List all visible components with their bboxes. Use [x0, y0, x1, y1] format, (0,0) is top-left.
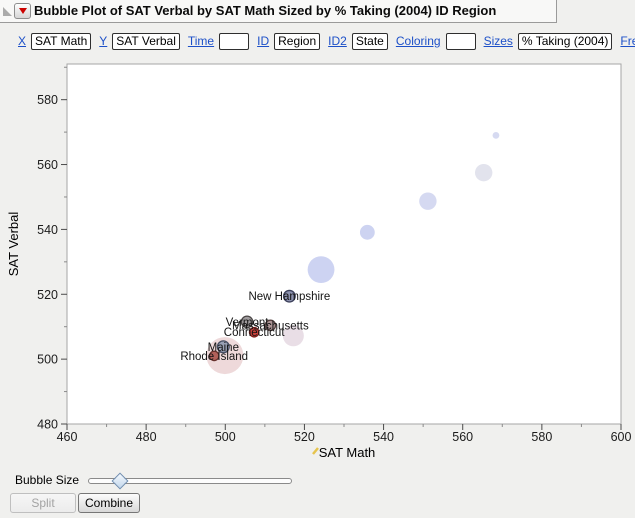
red-triangle-icon: [18, 8, 27, 14]
bubble-label-rhode-island: Rhode Island: [180, 351, 248, 363]
bubble-label-massachusetts: Massachusetts: [232, 320, 309, 332]
state-bubble-vermont[interactable]: [240, 315, 254, 329]
y-axis-title[interactable]: SAT Verbal: [6, 212, 21, 277]
bubble-size-label: Bubble Size: [15, 473, 80, 487]
y-axis-tick-label[interactable]: 540: [37, 223, 58, 237]
role-assignment-row: X SAT Math Y SAT Verbal Time ID Region ID2 State…: [18, 31, 635, 51]
region-bubble-4[interactable]: [359, 224, 375, 240]
region-bubble-3[interactable]: [307, 256, 335, 284]
role-value-sizes[interactable]: % Taking (2004): [517, 32, 613, 50]
role-label-coloring[interactable]: Coloring: [395, 34, 441, 48]
region-bubble-7[interactable]: [492, 131, 500, 139]
state-bubble-rhode-island[interactable]: [208, 350, 220, 362]
y-axis-tick-label[interactable]: 560: [37, 158, 58, 172]
role-value-id2[interactable]: State: [351, 32, 388, 50]
report-title-bar: Bubble Plot of SAT Verbal by SAT Math Si…: [0, 0, 557, 23]
x-axis-tick-label[interactable]: 540: [373, 430, 394, 444]
x-axis-tick-label[interactable]: 600: [611, 430, 632, 444]
x-axis-tick-label[interactable]: 520: [294, 430, 315, 444]
role-label-freq[interactable]: Freq: [620, 34, 635, 48]
y-axis-tick-label[interactable]: 500: [37, 353, 58, 367]
role-label-id[interactable]: ID: [257, 34, 270, 48]
role-value-id[interactable]: Region: [274, 32, 321, 50]
combine-button[interactable]: Combine: [78, 493, 140, 513]
x-axis-tick-label[interactable]: 460: [57, 430, 78, 444]
bubble-size-slider[interactable]: [88, 472, 292, 490]
x-axis-title[interactable]: SAT Math: [319, 445, 376, 460]
bubble-label-new-hampshire: New Hampshire: [248, 291, 330, 303]
region-bubble-1[interactable]: [206, 337, 244, 375]
role-value-y[interactable]: SAT Verbal: [112, 32, 180, 50]
disclosure-triangle-icon[interactable]: [3, 7, 12, 16]
role-value-x[interactable]: SAT Math: [31, 32, 92, 50]
state-bubble-massachusetts[interactable]: [264, 319, 277, 332]
slider-thumb-icon[interactable]: [111, 472, 129, 490]
state-bubble-connecticut[interactable]: [248, 326, 260, 338]
bubble-label-connecticut: Connecticut: [224, 327, 286, 339]
state-bubble-maine[interactable]: [216, 340, 230, 354]
y-axis-tick-label[interactable]: 480: [37, 418, 58, 432]
x-axis-tick-label[interactable]: 500: [215, 430, 236, 444]
role-label-id2[interactable]: ID2: [328, 34, 347, 48]
bubble-label-maine: Maine: [208, 342, 239, 354]
y-axis-tick-label[interactable]: 520: [37, 288, 58, 302]
role-label-time[interactable]: Time: [187, 34, 215, 48]
cursor-artifact-icon: [312, 447, 319, 455]
state-bubble-new-hampshire[interactable]: [282, 289, 296, 303]
report-title: Bubble Plot of SAT Verbal by SAT Math Si…: [34, 3, 497, 18]
role-label-x[interactable]: X: [18, 34, 27, 48]
region-bubble-2[interactable]: [282, 325, 304, 347]
region-bubble-6[interactable]: [474, 163, 493, 182]
slider-track[interactable]: [88, 478, 292, 484]
bubble-label-vermont: Vermont: [226, 317, 270, 329]
x-axis-tick-label[interactable]: 580: [531, 430, 552, 444]
y-axis-tick-label[interactable]: 580: [37, 93, 58, 107]
x-axis-tick-label[interactable]: 560: [452, 430, 473, 444]
split-button[interactable]: Split: [10, 493, 76, 513]
plot-area[interactable]: [66, 63, 622, 425]
role-label-y[interactable]: Y: [99, 34, 108, 48]
region-bubble-5[interactable]: [419, 192, 437, 210]
x-axis-tick-label[interactable]: 480: [136, 430, 157, 444]
role-label-sizes[interactable]: Sizes: [483, 34, 513, 48]
red-triangle-menu-button[interactable]: [14, 3, 31, 19]
role-value-time[interactable]: [219, 32, 250, 50]
role-value-coloring[interactable]: [445, 32, 476, 50]
